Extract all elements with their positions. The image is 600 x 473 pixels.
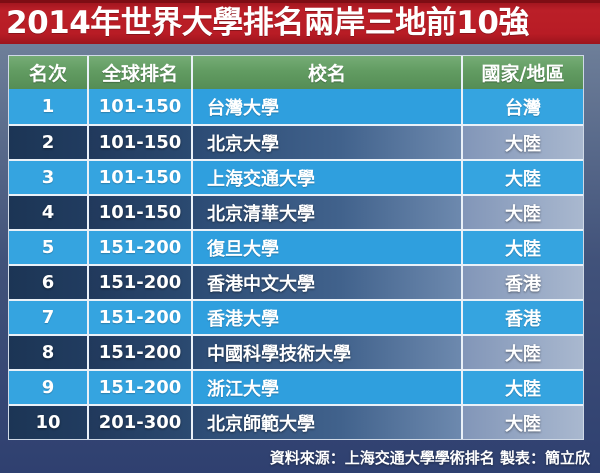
- cell-rank: 1: [9, 89, 87, 124]
- cell-rank: 7: [9, 301, 87, 334]
- ranking-table: 名次 全球排名 校名 國家/地區 1 101-150 台灣大學 台灣 2 101-150 北…: [8, 55, 584, 440]
- cell-world-rank: 151-200: [87, 231, 191, 264]
- cell-school-name: 中國科學技術大學: [191, 336, 461, 369]
- cell-region: 大陸: [461, 126, 583, 159]
- table-row: 7 151-200 香港大學 香港: [9, 299, 583, 334]
- table-row: 10 201-300 北京師範大學 大陸: [9, 404, 583, 439]
- title-banner: 2014年世界大學排名兩岸三地前10強: [0, 0, 600, 44]
- column-header-region: 國家/地區: [461, 56, 583, 89]
- source-credit: 資料來源：上海交通大學學術排名 製表：簡立欣: [269, 448, 590, 467]
- cell-rank: 6: [9, 266, 87, 299]
- cell-region: 大陸: [461, 336, 583, 369]
- cell-school-name: 復旦大學: [191, 231, 461, 264]
- footer: 資料來源：上海交通大學學術排名 製表：簡立欣: [0, 441, 600, 473]
- table-body: 1 101-150 台灣大學 台灣 2 101-150 北京大學 大陸 3 101-150 上海交通…: [9, 89, 583, 439]
- cell-world-rank: 101-150: [87, 89, 191, 124]
- cell-rank: 4: [9, 196, 87, 229]
- cell-world-rank: 101-150: [87, 161, 191, 194]
- cell-world-rank: 151-200: [87, 336, 191, 369]
- cell-rank: 8: [9, 336, 87, 369]
- cell-region: 大陸: [461, 161, 583, 194]
- cell-region: 台灣: [461, 89, 583, 124]
- table-row: 2 101-150 北京大學 大陸: [9, 124, 583, 159]
- cell-school-name: 北京師範大學: [191, 406, 461, 439]
- cell-school-name: 北京大學: [191, 126, 461, 159]
- cell-world-rank: 101-150: [87, 196, 191, 229]
- table-row: 4 101-150 北京清華大學 大陸: [9, 194, 583, 229]
- table-header-row: 名次 全球排名 校名 國家/地區: [9, 56, 583, 89]
- cell-rank: 10: [9, 406, 87, 439]
- page-title: 2014年世界大學排名兩岸三地前10強: [6, 5, 529, 41]
- cell-rank: 2: [9, 126, 87, 159]
- table-row: 6 151-200 香港中文大學 香港: [9, 264, 583, 299]
- table-row: 1 101-150 台灣大學 台灣: [9, 89, 583, 124]
- cell-school-name: 台灣大學: [191, 89, 461, 124]
- cell-region: 大陸: [461, 406, 583, 439]
- cell-school-name: 北京清華大學: [191, 196, 461, 229]
- cell-world-rank: 101-150: [87, 126, 191, 159]
- table-row: 8 151-200 中國科學技術大學 大陸: [9, 334, 583, 369]
- cell-region: 大陸: [461, 231, 583, 264]
- cell-school-name: 香港大學: [191, 301, 461, 334]
- cell-region: 大陸: [461, 196, 583, 229]
- cell-rank: 3: [9, 161, 87, 194]
- cell-school-name: 香港中文大學: [191, 266, 461, 299]
- table-row: 3 101-150 上海交通大學 大陸: [9, 159, 583, 194]
- column-header-rank: 名次: [9, 56, 87, 89]
- cell-region: 香港: [461, 301, 583, 334]
- cell-world-rank: 151-200: [87, 266, 191, 299]
- cell-world-rank: 201-300: [87, 406, 191, 439]
- cell-school-name: 上海交通大學: [191, 161, 461, 194]
- table-row: 9 151-200 浙江大學 大陸: [9, 369, 583, 404]
- cell-rank: 5: [9, 231, 87, 264]
- cell-region: 香港: [461, 266, 583, 299]
- table-row: 5 151-200 復旦大學 大陸: [9, 229, 583, 264]
- cell-school-name: 浙江大學: [191, 371, 461, 404]
- cell-world-rank: 151-200: [87, 301, 191, 334]
- cell-world-rank: 151-200: [87, 371, 191, 404]
- column-header-school: 校名: [191, 56, 461, 89]
- column-header-world-rank: 全球排名: [87, 56, 191, 89]
- cell-region: 大陸: [461, 371, 583, 404]
- cell-rank: 9: [9, 371, 87, 404]
